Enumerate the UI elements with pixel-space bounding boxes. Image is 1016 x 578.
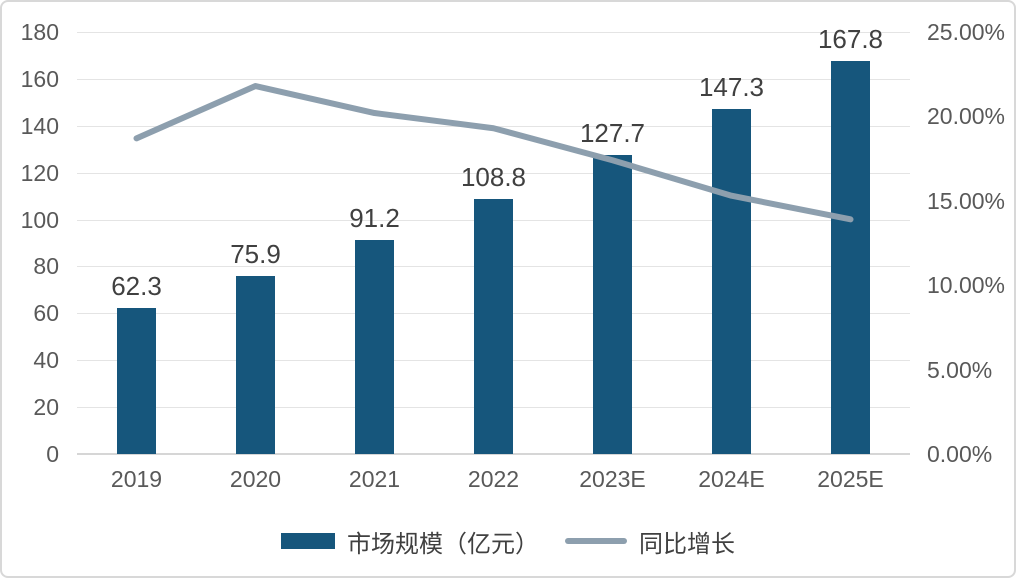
- bar-value-label: 167.8: [817, 23, 884, 54]
- y-right-tick-label: 15.00%: [927, 187, 1006, 214]
- x-tick-label: 2020: [229, 466, 282, 492]
- gridline: [77, 78, 910, 80]
- bar-value-label: 91.2: [349, 203, 400, 234]
- x-tick-label: 2025E: [817, 466, 884, 492]
- y-left-tick-label: 60: [33, 300, 59, 327]
- x-axis-line: [77, 453, 910, 455]
- bar: [474, 198, 513, 454]
- y-left-tick-label: 160: [20, 65, 59, 92]
- x-tick-label: 2024E: [698, 466, 765, 492]
- gridline: [77, 125, 910, 127]
- y-right-tick-label: 25.00%: [927, 19, 1006, 45]
- legend-label-yoy-growth: 同比增长: [639, 530, 735, 558]
- y-left-tick-label: 140: [20, 112, 59, 139]
- y-left-tick-label: 180: [20, 19, 59, 45]
- bar: [831, 60, 870, 454]
- bar-value-label: 127.7: [579, 117, 646, 148]
- x-tick-label: 2019: [110, 466, 163, 492]
- y-left-tick-label: 120: [20, 159, 59, 186]
- bar-value-label: 147.3: [698, 71, 765, 102]
- x-tick-label: 2023E: [579, 466, 646, 492]
- bar: [593, 154, 632, 454]
- bar: [117, 307, 156, 454]
- legend-item-market-size: 市场规模（亿元）: [281, 524, 539, 559]
- y-left-tick-label: 20: [33, 394, 59, 421]
- bar-value-label: 75.9: [230, 239, 281, 270]
- y-right-tick-label: 5.00%: [927, 356, 993, 383]
- y-right-tick-label: 0.00%: [927, 441, 993, 467]
- x-tick-label: 2021: [348, 466, 401, 492]
- y-left-tick-label: 80: [33, 253, 59, 280]
- gridline: [77, 32, 910, 33]
- bar-series-swatch-icon: [281, 533, 335, 549]
- line-series-swatch-icon: [565, 538, 627, 544]
- bar: [712, 108, 751, 454]
- bar-value-label: 62.3: [111, 270, 162, 301]
- y-left-tick-label: 40: [33, 347, 59, 374]
- y-left-tick-label: 100: [20, 206, 59, 233]
- bar-value-label: 108.8: [460, 161, 527, 192]
- legend-item-yoy-growth: 同比增长: [565, 524, 735, 559]
- legend-label-market-size: 市场规模（亿元）: [347, 530, 539, 558]
- bar: [355, 240, 394, 454]
- legend: 市场规模（亿元） 同比增长: [2, 524, 1014, 558]
- y-left-tick-label: 0: [46, 441, 59, 467]
- bar: [236, 276, 275, 454]
- y-right-tick-label: 10.00%: [927, 272, 1006, 299]
- y-right-tick-label: 20.00%: [927, 103, 1006, 130]
- x-tick-label: 2022: [467, 466, 520, 492]
